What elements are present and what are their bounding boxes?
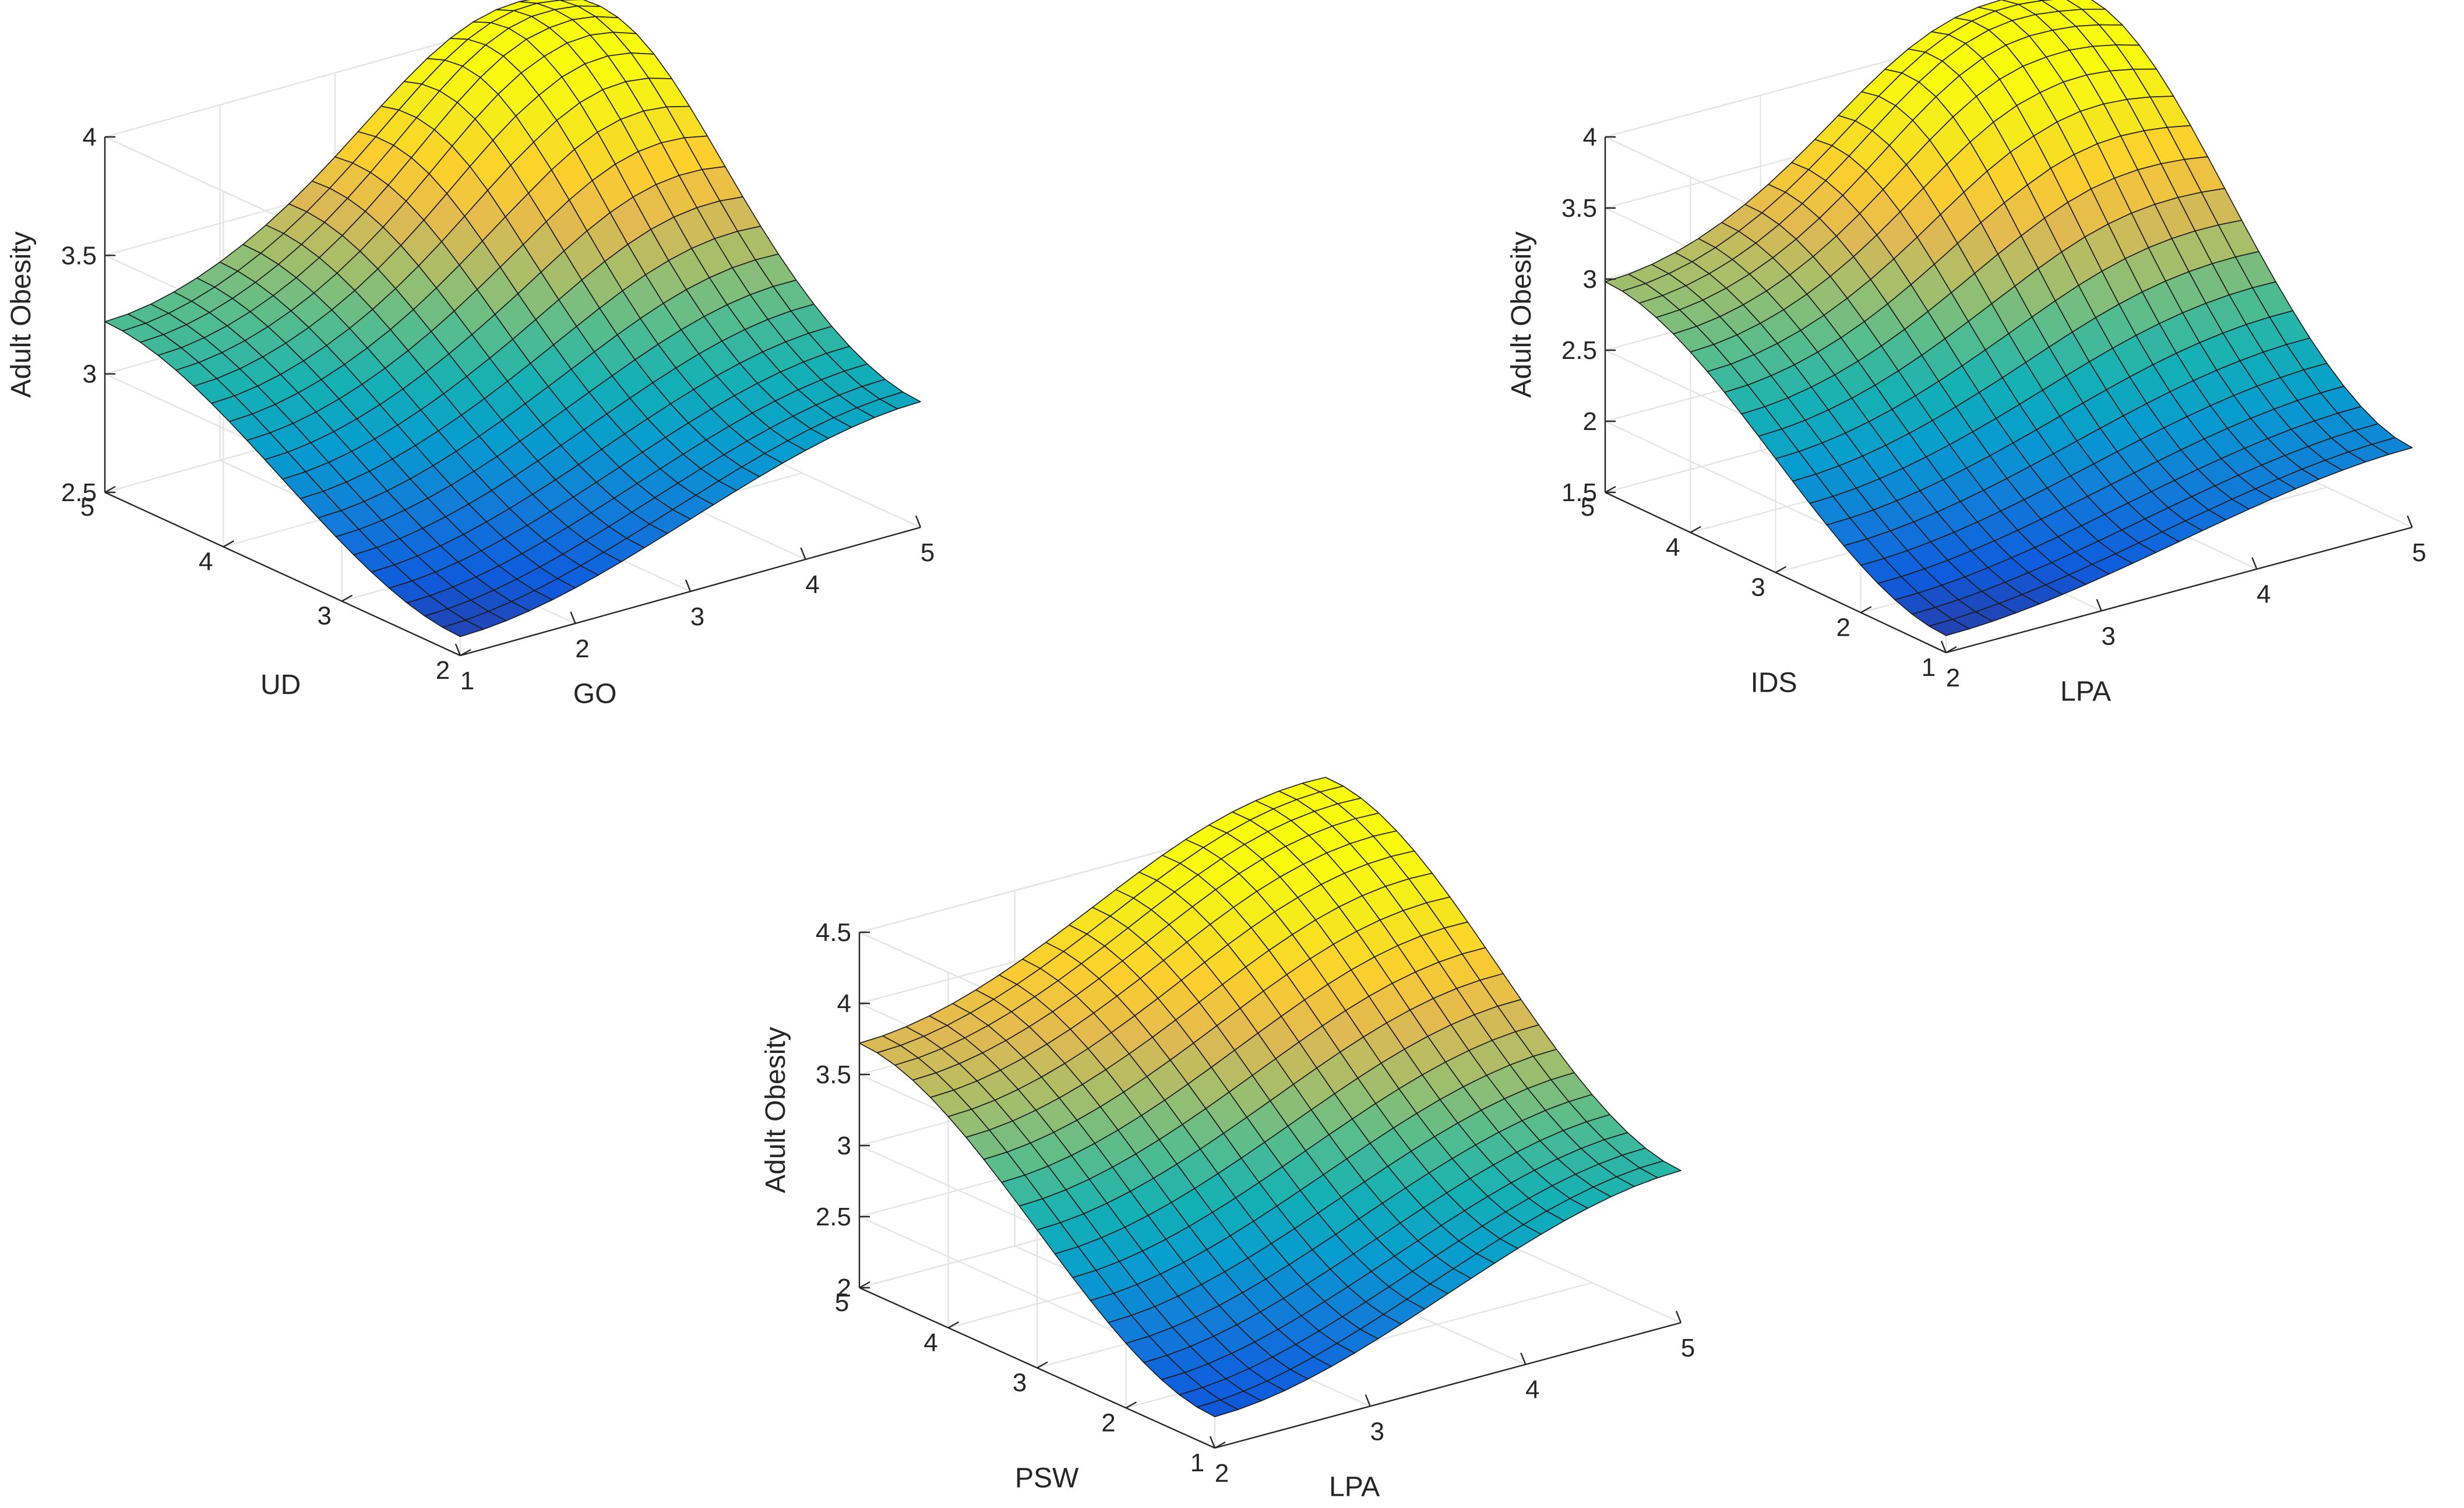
x-tick bbox=[1940, 640, 1947, 653]
z-tick-label: 3.5 bbox=[1561, 194, 1597, 223]
y-tick-label: 3 bbox=[317, 602, 331, 630]
y-tick-label: 4 bbox=[199, 547, 213, 576]
y-tick bbox=[1125, 1401, 1137, 1409]
y-tick bbox=[1775, 566, 1787, 573]
y-tick-label: 3 bbox=[1013, 1369, 1027, 1397]
x-axis-title: LPA bbox=[2060, 677, 2111, 707]
z-tick-label: 2.5 bbox=[1561, 336, 1597, 365]
surface-cell bbox=[1929, 619, 1970, 636]
y-axis-title: IDS bbox=[1751, 668, 1797, 699]
y-tick-label: 4 bbox=[1666, 533, 1680, 562]
x-tick-label: 5 bbox=[921, 538, 935, 567]
y-tick-label: 1 bbox=[1922, 653, 1936, 682]
surface-mesh bbox=[859, 777, 1682, 1418]
x-tick-label: 1 bbox=[460, 667, 474, 695]
z-axis-title: Adult Obesity bbox=[760, 1027, 791, 1193]
y-axis-title: UD bbox=[260, 670, 301, 700]
z-tick-label: 4 bbox=[1583, 123, 1597, 151]
y-tick-label: 5 bbox=[1581, 493, 1595, 522]
x-tick bbox=[1520, 1352, 1527, 1365]
z-tick-label: 2 bbox=[1583, 407, 1597, 436]
x-axis-line bbox=[1214, 1322, 1682, 1449]
surface-mesh bbox=[104, 0, 921, 637]
surface-cell bbox=[442, 619, 484, 637]
z-axis-title: Adult Obesity bbox=[1506, 231, 1537, 397]
y-tick bbox=[1037, 1361, 1048, 1369]
surface-cell bbox=[1196, 1399, 1239, 1418]
z-tick-label: 3 bbox=[83, 360, 97, 389]
y-tick bbox=[1690, 526, 1701, 533]
y-tick bbox=[341, 594, 353, 602]
z-tick-label: 1.5 bbox=[1561, 478, 1597, 507]
x-tick-label: 4 bbox=[2257, 580, 2271, 609]
x-tick bbox=[915, 515, 922, 528]
x-tick-label: 4 bbox=[1525, 1376, 1539, 1404]
x-tick bbox=[800, 547, 806, 560]
z-tick-label: 2.5 bbox=[61, 478, 97, 507]
y-tick-label: 1 bbox=[1190, 1449, 1204, 1477]
x-tick bbox=[1675, 1310, 1682, 1323]
x-tick bbox=[2406, 515, 2413, 528]
z-tick-label: 3.5 bbox=[61, 241, 97, 270]
z-tick-label: 2 bbox=[837, 1274, 851, 1302]
x-tick-label: 2 bbox=[1215, 1459, 1229, 1488]
z-tick-label: 3 bbox=[1583, 265, 1597, 294]
y-tick bbox=[223, 540, 234, 548]
z-tick-label: 2.5 bbox=[816, 1203, 851, 1231]
y-axis-title: PSW bbox=[1015, 1463, 1079, 1494]
z-tick-label: 3 bbox=[837, 1132, 851, 1160]
x-tick-label: 2 bbox=[575, 635, 589, 663]
y-tick bbox=[104, 485, 116, 494]
z-tick-label: 4.5 bbox=[816, 918, 851, 947]
z-tick-label: 3.5 bbox=[816, 1060, 851, 1089]
x-tick bbox=[685, 579, 692, 592]
y-tick bbox=[1214, 1441, 1226, 1449]
surface-mesh bbox=[1605, 0, 2413, 636]
x-tick-label: 4 bbox=[805, 570, 819, 599]
x-tick bbox=[2251, 557, 2258, 570]
x-tick bbox=[570, 611, 576, 624]
y-tick-label: 4 bbox=[923, 1329, 937, 1357]
z-tick-label: 4 bbox=[837, 989, 851, 1018]
y-tick bbox=[947, 1321, 960, 1329]
z-tick-label: 4 bbox=[83, 123, 97, 151]
x-tick-label: 5 bbox=[1681, 1334, 1695, 1362]
x-tick bbox=[1209, 1436, 1216, 1449]
y-axis-line bbox=[104, 491, 461, 657]
x-tick-label: 3 bbox=[1370, 1417, 1384, 1446]
x-tick bbox=[1365, 1394, 1371, 1407]
y-tick bbox=[460, 649, 471, 657]
x-tick bbox=[2096, 598, 2102, 611]
y-tick-label: 3 bbox=[1751, 573, 1765, 602]
x-axis-title: LPA bbox=[1329, 1472, 1380, 1503]
x-tick-label: 2 bbox=[1946, 664, 1960, 692]
x-axis-line bbox=[1945, 526, 2413, 654]
x-tick-label: 3 bbox=[690, 603, 704, 631]
z-axis-title: Adult Obesity bbox=[6, 231, 37, 397]
y-tick bbox=[1945, 646, 1957, 654]
x-tick bbox=[454, 643, 461, 656]
y-tick-label: 5 bbox=[835, 1288, 849, 1317]
y-tick-label: 2 bbox=[1836, 613, 1850, 642]
y-tick-label: 2 bbox=[436, 656, 450, 685]
x-axis-title: GO bbox=[573, 679, 617, 710]
x-tick-label: 3 bbox=[2101, 622, 2115, 650]
y-tick-label: 2 bbox=[1101, 1408, 1115, 1437]
y-tick bbox=[859, 1281, 870, 1289]
y-tick-label: 5 bbox=[80, 493, 94, 522]
x-tick-label: 5 bbox=[2412, 538, 2426, 567]
y-tick bbox=[1860, 606, 1872, 614]
y-tick bbox=[1605, 485, 1616, 494]
